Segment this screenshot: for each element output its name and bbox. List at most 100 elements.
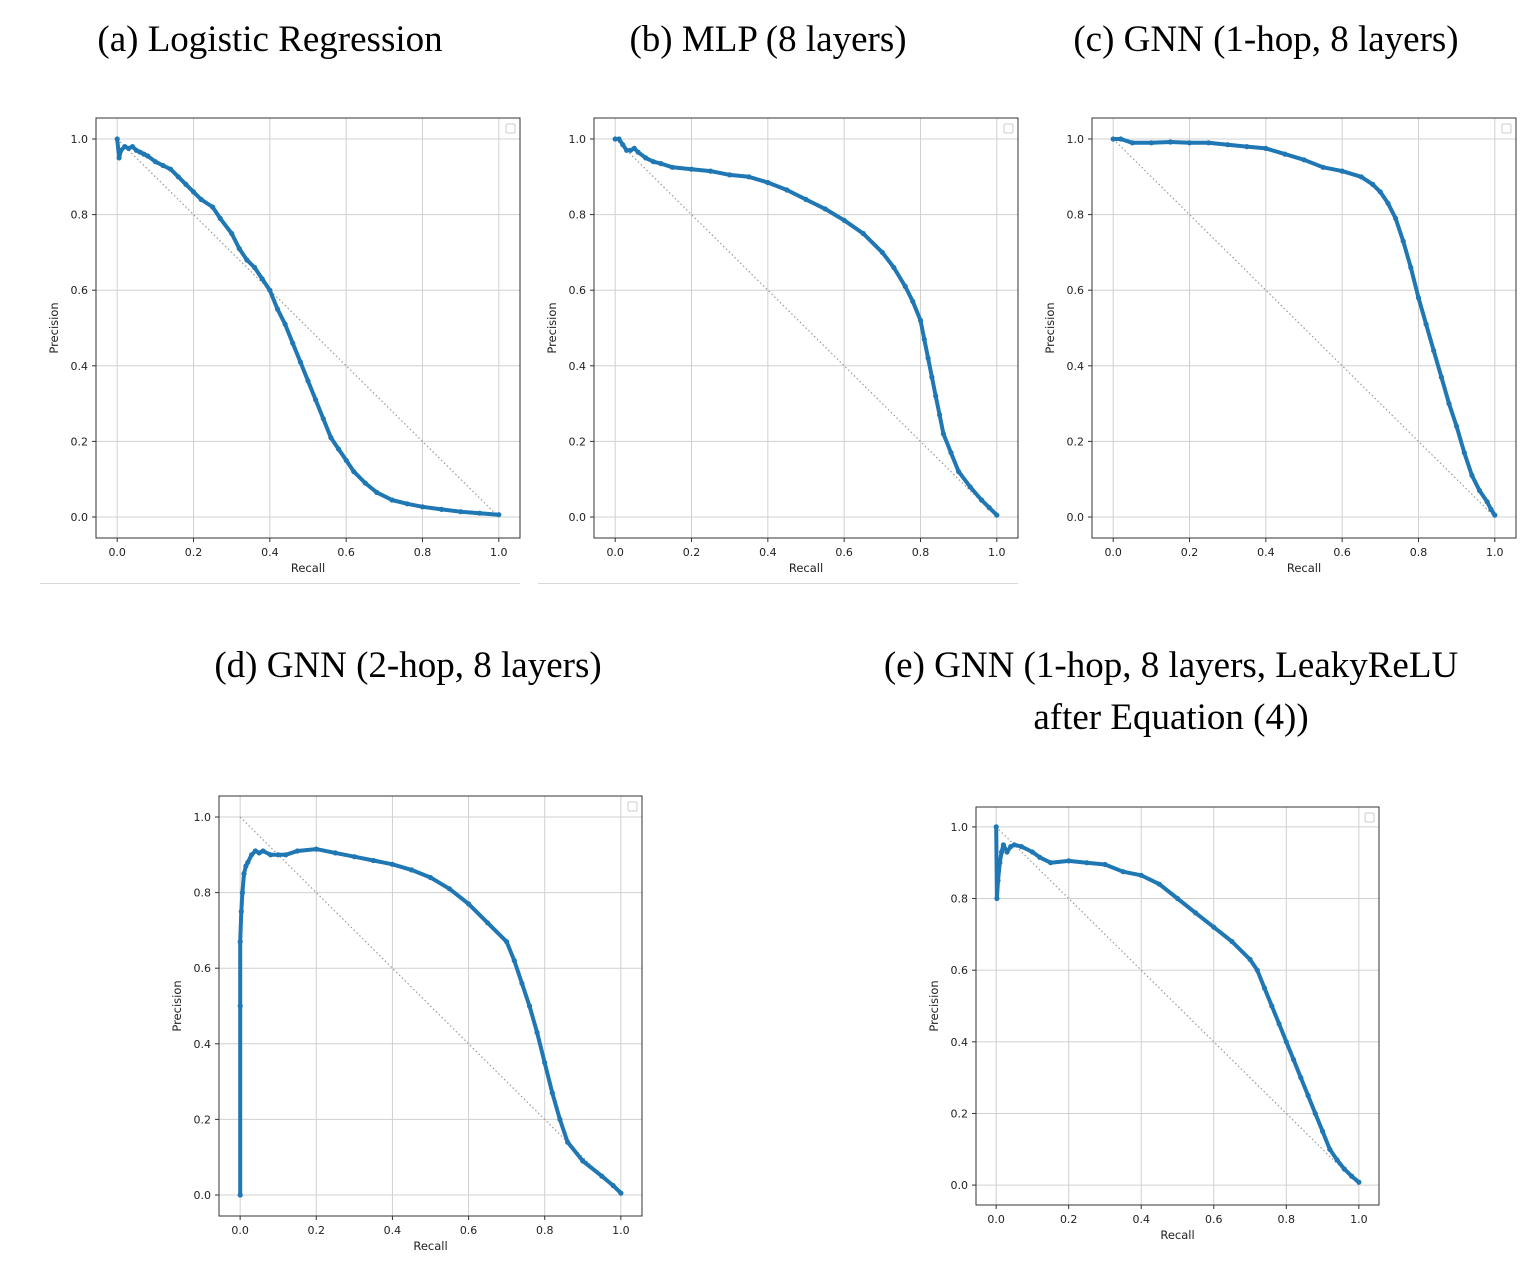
x-tick-label: 0.8: [536, 1224, 554, 1237]
pr-curve-point: [1011, 842, 1017, 848]
x-tick-label: 0.6: [1333, 546, 1351, 559]
pr-curve-point: [1148, 140, 1154, 146]
diagonal-reference-line: [116, 138, 500, 518]
pr-curve-point: [1206, 140, 1212, 146]
pr-curve-point: [237, 1192, 243, 1198]
pr-curve-point: [237, 1003, 243, 1009]
separator-a: [40, 583, 520, 584]
pr-curve-point: [1110, 136, 1116, 142]
legend-box: [1501, 123, 1512, 134]
legend-box: [627, 801, 638, 812]
x-tick-label: 0.4: [384, 1224, 402, 1237]
pr-curve-point: [921, 336, 927, 342]
pr-curve-point: [175, 174, 181, 180]
chart-panel-d: 0.0 0.2 0.4 0.6 0.8 1.0 0.0 0.2 0.4 0.6 0.8 1.0 Reca…: [165, 780, 650, 1260]
x-axis-label: Recall: [291, 561, 325, 575]
pr-curve-point: [370, 857, 376, 864]
chart-panel-a: 0.0 0.2 0.4 0.6 0.8 1.0 0.0 0.2 0.4 0.6 0.8 1.0 Reca…: [40, 105, 525, 580]
x-axis-label: Recall: [1160, 1228, 1194, 1242]
pr-curve-point: [612, 136, 618, 142]
pr-curve-point: [1488, 506, 1494, 512]
x-tick-label: 0.2: [683, 546, 701, 559]
pr-curve-point: [1120, 869, 1126, 875]
pr-curve-point: [343, 457, 349, 463]
x-tick-label: 0.2: [1060, 1213, 1078, 1226]
pr-curve-point: [275, 852, 281, 858]
pr-curve-point: [967, 484, 973, 490]
y-tick-label: 0.4: [71, 360, 89, 373]
pr-curve-point: [658, 161, 664, 167]
pr-curve-point: [1301, 157, 1307, 163]
pr-curve-point: [580, 1158, 586, 1164]
y-tick-label: 0.4: [951, 1036, 969, 1049]
pr-curve-point: [126, 145, 132, 151]
x-axis-label: Recall: [789, 561, 823, 575]
pr-curve-point: [1225, 142, 1231, 148]
pr-curve-point: [822, 206, 828, 212]
pr-chart-a: 0.0 0.2 0.4 0.6 0.8 1.0 0.0 0.2 0.4 0.6 0.8 1.0 Reca…: [47, 117, 521, 575]
pr-curve-point: [1431, 348, 1437, 354]
y-tick-label: 1.0: [1067, 133, 1085, 146]
x-tick-label: 1.0: [1350, 1213, 1368, 1226]
pr-curve-point: [389, 497, 395, 503]
pr-curve-point: [1247, 956, 1253, 962]
pr-curve-point: [1167, 139, 1173, 145]
legend-box: [1364, 812, 1375, 823]
pr-curve-point: [940, 431, 946, 437]
x-tick-label: 0.0: [1104, 546, 1122, 559]
x-tick-label: 0.4: [261, 546, 279, 559]
y-tick-label: 0.4: [1067, 360, 1085, 373]
pr-curve-point: [1211, 924, 1217, 930]
pr-curve-point: [305, 378, 311, 384]
y-tick-label: 0.4: [569, 360, 587, 373]
pr-curve-point: [259, 276, 265, 282]
pr-curve-point: [274, 306, 281, 312]
pr-curve-point: [1370, 181, 1376, 187]
pr-curve-point: [784, 187, 790, 193]
pr-curve-point: [328, 435, 334, 441]
pr-curve-point: [542, 1060, 548, 1066]
pr-curve-point: [244, 257, 250, 263]
pr-curve-point: [995, 878, 1001, 884]
pr-curve-point: [268, 852, 274, 858]
pr-curve-point: [929, 374, 935, 380]
pr-curve-point: [1312, 1110, 1318, 1117]
pr-curve-point: [993, 824, 999, 830]
pr-curve-point: [1000, 842, 1006, 848]
caption-e-line-2: after Equation (4)): [1033, 697, 1309, 738]
y-tick-label: 0.8: [194, 887, 212, 900]
pr-curve-point: [485, 920, 491, 926]
pr-curve-point: [446, 886, 453, 892]
separator-b: [538, 583, 1018, 584]
pr-curve-point: [168, 166, 174, 172]
caption-c: (c) GNN (1-hop, 8 layers): [1073, 19, 1459, 60]
pr-curve-point: [116, 155, 122, 161]
pr-curve-point: [1298, 1075, 1304, 1081]
y-tick-label: 0.2: [569, 435, 587, 448]
x-tick-label: 0.8: [414, 546, 432, 559]
pr-curve-point: [1254, 967, 1260, 973]
pr-curve-point: [708, 168, 714, 174]
pr-curve-point: [236, 246, 242, 252]
pr-curve-point: [746, 174, 752, 180]
pr-curve-point: [631, 145, 637, 151]
pr-curve-point: [267, 287, 273, 293]
pr-curve-point: [1066, 858, 1072, 864]
pr-curve-point: [1193, 910, 1199, 916]
pr-curve-point: [427, 874, 434, 881]
pr-curve-point: [917, 317, 924, 323]
pr-curve-point: [496, 512, 502, 518]
y-tick-label: 0.6: [569, 284, 587, 297]
pr-curve-point: [1102, 861, 1108, 868]
pr-curve-point: [565, 1139, 571, 1145]
pr-curve-point: [860, 230, 866, 237]
pr-curve-point: [245, 859, 251, 865]
pr-curve-point: [210, 204, 216, 210]
pr-curve-point: [624, 147, 630, 153]
x-tick-label: 0.8: [1278, 1213, 1296, 1226]
pr-curve-point: [1484, 499, 1490, 505]
pr-curve-point: [439, 506, 445, 512]
x-tick-label: 0.4: [1132, 1213, 1150, 1226]
pr-curve-point: [1349, 1173, 1355, 1179]
x-axis-label: Recall: [413, 1239, 447, 1253]
